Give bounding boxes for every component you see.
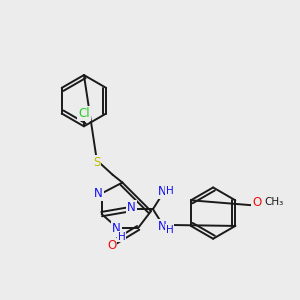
Text: H: H [118,232,125,242]
Text: N: N [94,187,103,200]
Text: N: N [158,220,166,233]
Text: S: S [93,156,100,169]
Text: N: N [127,201,136,214]
Text: N: N [112,222,121,236]
Text: Cl: Cl [78,107,90,120]
Text: H: H [166,186,174,197]
Text: N: N [158,185,166,198]
Text: H: H [166,225,174,235]
Text: CH₃: CH₃ [264,197,284,207]
Text: O: O [252,196,261,209]
Text: O: O [107,239,116,252]
